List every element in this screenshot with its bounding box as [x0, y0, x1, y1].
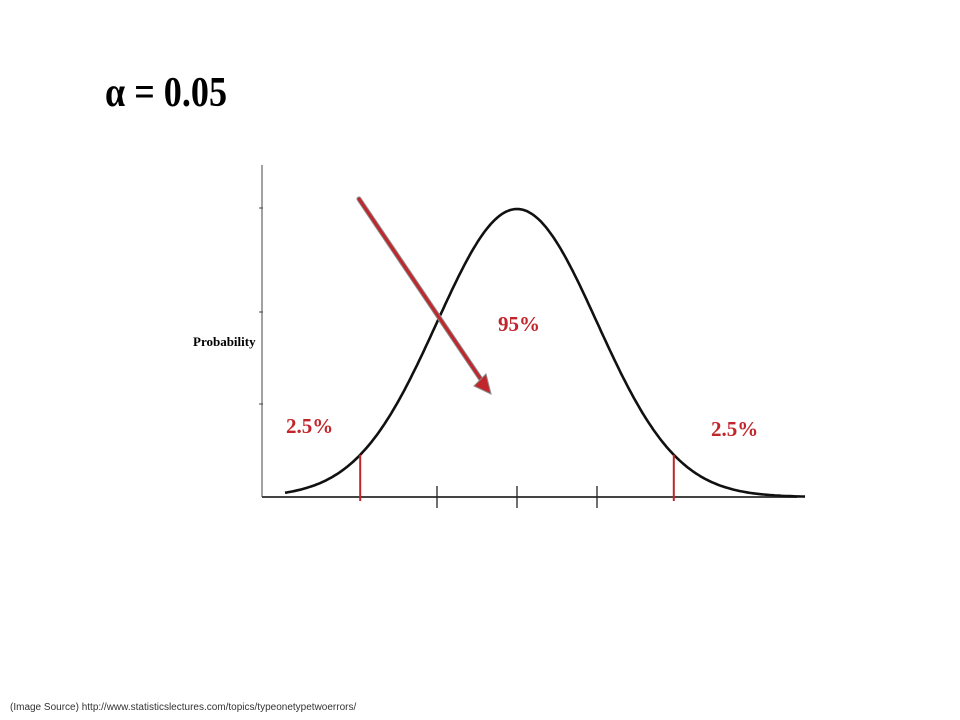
pointer-arrow-head: [473, 373, 492, 395]
critical-value-layer: [359, 454, 675, 501]
normal-curve: [284, 207, 806, 498]
slide-title: α = 0.05: [105, 70, 228, 116]
image-source-note: (Image Source) http://www.statisticslect…: [10, 702, 357, 713]
pointer-arrow-shaft: [357, 197, 484, 383]
curve-layer: [284, 207, 806, 498]
left-tail-label: 2.5%: [286, 414, 333, 438]
chart-axes: [259, 165, 797, 508]
y-axis-label: Probability: [193, 334, 256, 349]
arrow-layer: [356, 196, 492, 395]
center-area-label: 95%: [498, 312, 540, 336]
right-tail-label: 2.5%: [711, 417, 758, 441]
